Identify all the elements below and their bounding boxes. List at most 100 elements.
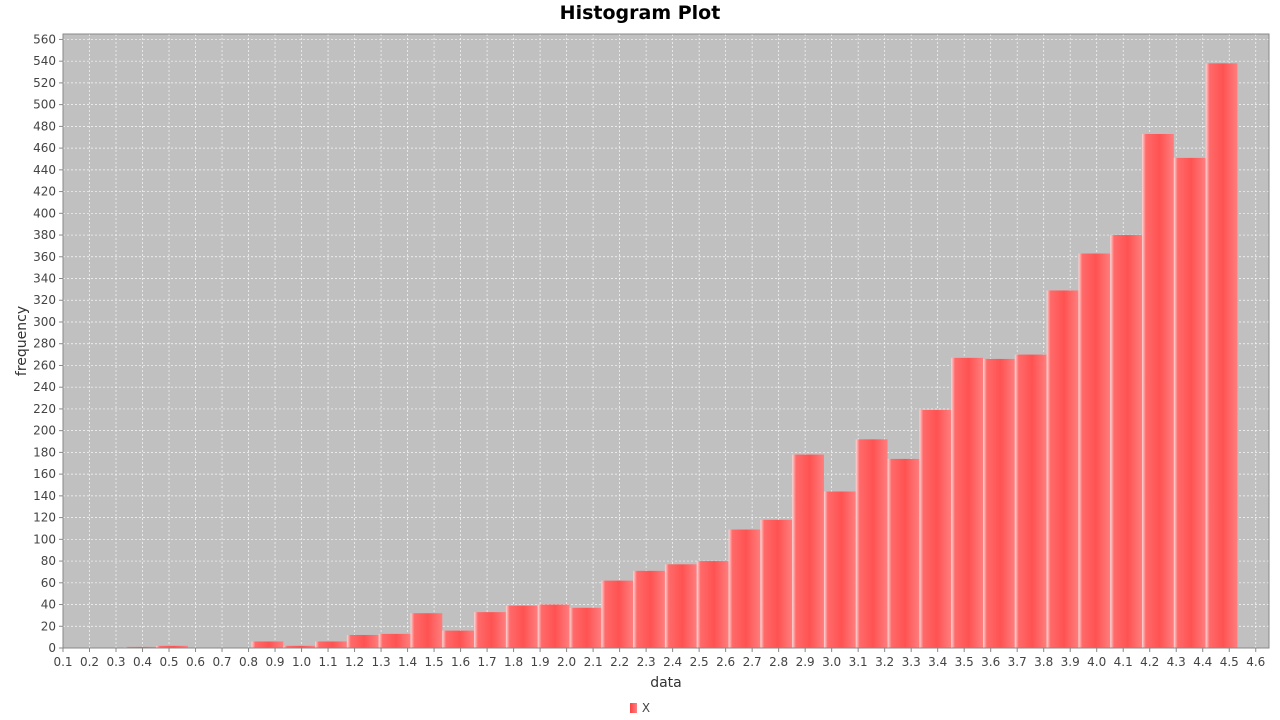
x-tick-label: 2.7 [743,655,762,669]
y-tick-label: 420 [33,185,56,199]
x-tick-label: 4.2 [1140,655,1159,669]
histogram-bar [919,410,952,648]
y-tick-label: 20 [41,619,56,633]
x-tick-label: 4.4 [1193,655,1212,669]
x-tick-label: 0.9 [265,655,284,669]
chart-title: Histogram Plot [559,2,721,24]
x-tick-label: 3.8 [1034,655,1053,669]
x-axis-label: data [650,675,682,691]
y-tick-label: 540 [33,54,56,68]
x-tick-label: 1.1 [319,655,338,669]
histogram-bar [315,641,347,648]
x-tick-label: 1.4 [398,655,417,669]
x-tick-label: 3.9 [1061,655,1080,669]
x-tick-label: 1.3 [372,655,391,669]
legend: X [0,701,1280,715]
x-tick-label: 2.1 [584,655,603,669]
x-tick-label: 4.0 [1087,655,1106,669]
histogram-bar [760,519,793,648]
x-tick-label: 2.9 [796,655,815,669]
histogram-bar [474,612,506,648]
x-tick-label: 0.1 [53,655,72,669]
x-tick-label: 2.4 [663,655,682,669]
histogram-bar [1110,235,1143,648]
histogram-bar [1078,253,1111,648]
histogram-bar [887,458,920,648]
histogram-bar [569,607,602,648]
y-tick-label: 400 [33,206,56,220]
y-tick-label: 520 [33,76,56,90]
x-tick-label: 1.8 [504,655,523,669]
x-tick-label: 3.6 [981,655,1000,669]
x-tick-label: 1.9 [531,655,550,669]
y-tick-label: 100 [33,532,56,546]
histogram-bar [346,634,379,648]
y-tick-label: 300 [33,315,56,329]
histogram-bar [696,561,729,648]
x-tick-label: 0.6 [186,655,205,669]
y-tick-label: 160 [33,467,56,481]
histogram-bar [1205,63,1238,648]
x-tick-label: 3.2 [875,655,894,669]
x-tick-label: 1.5 [425,655,444,669]
histogram-bar [1046,290,1079,648]
x-tick-label: 2.5 [690,655,709,669]
y-tick-label: 280 [33,337,56,351]
histogram-bar [378,633,411,648]
y-tick-label: 340 [33,272,56,286]
x-axis: 0.1 0.2 0.3 0.4 0.5 0.6 0.7 0.8 0.9 1.0 1.1 1.2 1.3 1… [53,648,1265,669]
y-axis-label: frequency [14,306,30,376]
y-tick-label: 440 [33,163,56,177]
histogram-bar [664,564,697,648]
bars [124,63,1238,648]
y-tick-label: 200 [33,424,56,438]
x-tick-label: 3.4 [928,655,947,669]
histogram-bar [537,604,570,648]
histogram-bar [951,357,984,648]
y-tick-label: 120 [33,511,56,525]
y-tick-label: 80 [41,554,56,568]
x-tick-label: 4.1 [1114,655,1133,669]
histogram-bar [601,580,634,648]
x-tick-label: 4.5 [1220,655,1239,669]
y-tick-label: 140 [33,489,56,503]
y-tick-label: 360 [33,250,56,264]
histogram-bar [855,439,888,648]
x-tick-label: 0.3 [106,655,125,669]
y-tick-label: 40 [41,598,56,612]
x-tick-label: 2.6 [716,655,735,669]
legend-label-x: X [641,701,651,715]
histogram-bar [410,613,443,648]
x-tick-label: 2.0 [557,655,576,669]
histogram-bar [283,645,316,648]
histogram-bar [728,529,761,648]
histogram-bar [983,358,1015,648]
x-tick-label: 4.6 [1246,655,1265,669]
y-tick-label: 0 [48,641,56,655]
histogram-bar [505,605,538,648]
x-tick-label: 2.3 [637,655,656,669]
histogram-bar [251,641,284,648]
y-tick-label: 240 [33,380,56,394]
x-tick-label: 0.7 [212,655,231,669]
y-tick-label: 560 [33,32,56,46]
x-tick-label: 2.8 [769,655,788,669]
y-tick-label: 500 [33,98,56,112]
x-tick-label: 1.6 [451,655,470,669]
x-tick-label: 0.4 [133,655,152,669]
x-tick-label: 0.2 [80,655,99,669]
histogram-bar [124,646,157,648]
y-tick-label: 260 [33,358,56,372]
histogram-bar [156,645,188,648]
x-tick-label: 1.2 [345,655,364,669]
y-tick-label: 480 [33,119,56,133]
y-tick-label: 320 [33,293,56,307]
x-tick-label: 0.5 [159,655,178,669]
histogram-bar [1142,133,1174,648]
histogram-bar [792,454,824,648]
x-tick-label: 3.5 [955,655,974,669]
plot-border [62,33,1270,649]
x-tick-label: 2.2 [610,655,629,669]
x-tick-label: 1.0 [292,655,311,669]
